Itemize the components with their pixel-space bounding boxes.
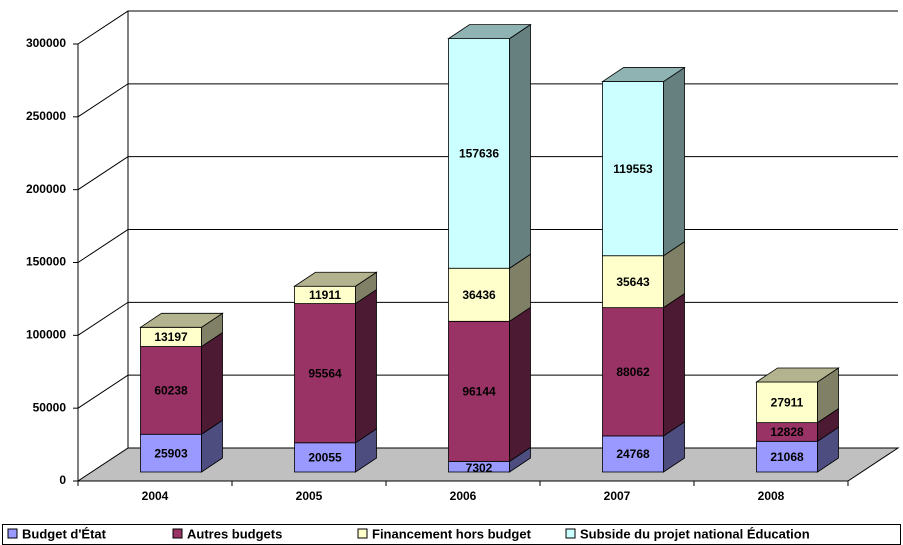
value-label: 27911 (771, 395, 804, 409)
value-label: 13197 (154, 330, 188, 344)
bar-segment (756, 381, 818, 424)
bar-top (601, 67, 686, 82)
bar-side (663, 292, 685, 437)
bar-segment (602, 255, 664, 309)
value-label: 35643 (616, 275, 650, 289)
bar-segment (448, 267, 510, 322)
legend-swatch (357, 528, 368, 539)
legend-swatch (565, 528, 576, 539)
value-label: 21068 (770, 450, 804, 464)
value-label: 11911 (309, 288, 341, 302)
bar-side (663, 66, 685, 257)
bar-side (355, 288, 377, 444)
bar-top (447, 24, 532, 40)
x-tick-label: 2005 (296, 489, 323, 503)
bar-segment (602, 307, 664, 437)
y-tick-label: 250000 (26, 109, 66, 123)
bar-side (509, 23, 531, 269)
bar-side (201, 331, 223, 436)
legend-label: Autres budgets (187, 526, 282, 541)
bar-segment (140, 346, 202, 435)
bar-segment (294, 442, 356, 473)
legend-swatch (172, 528, 183, 539)
legend: Budget d'État Autres budgets Financement h… (2, 524, 901, 545)
value-label: 20055 (308, 451, 342, 465)
y-tick-label: 200000 (26, 182, 66, 196)
value-label: 24768 (616, 447, 650, 461)
x-tick-label: 2004 (142, 489, 169, 503)
grid-line (77, 10, 898, 45)
bar-segment (294, 303, 356, 444)
y-tick-label: 100000 (26, 328, 66, 342)
bar-segment (756, 440, 818, 473)
x-tick-label: 2008 (758, 489, 785, 503)
legend-swatch (7, 528, 18, 539)
value-label: 96144 (462, 385, 496, 399)
bar-segment (448, 38, 510, 269)
bar-top (139, 312, 224, 328)
value-label: 95564 (308, 366, 342, 380)
bar-segment (448, 320, 510, 462)
y-tick-label: 150000 (26, 255, 66, 269)
value-label: 25903 (154, 446, 188, 460)
bar-top (755, 367, 840, 383)
bar-side (509, 306, 531, 463)
y-tick-label: 300000 (26, 36, 66, 50)
bar-segment (140, 433, 202, 473)
value-label: 12828 (770, 425, 804, 439)
bar-segment (602, 81, 664, 257)
value-label: 88062 (616, 365, 650, 379)
value-label: 119553 (613, 162, 653, 176)
bar-top (293, 271, 378, 287)
value-label: 36436 (462, 288, 496, 302)
value-label: 157636 (459, 147, 499, 161)
legend-label: Budget d'État (22, 526, 107, 541)
legend-label: Subside du projet national Éducation (580, 526, 810, 541)
value-label: 7302 (466, 461, 493, 475)
value-label: 60238 (154, 384, 188, 398)
legend-label: Financement hors budget (372, 526, 532, 541)
x-tick-label: 2007 (604, 489, 631, 503)
y-tick-label: 0 (59, 473, 66, 487)
y-tick-label: 50000 (33, 400, 67, 414)
x-tick-label: 2006 (450, 489, 477, 503)
